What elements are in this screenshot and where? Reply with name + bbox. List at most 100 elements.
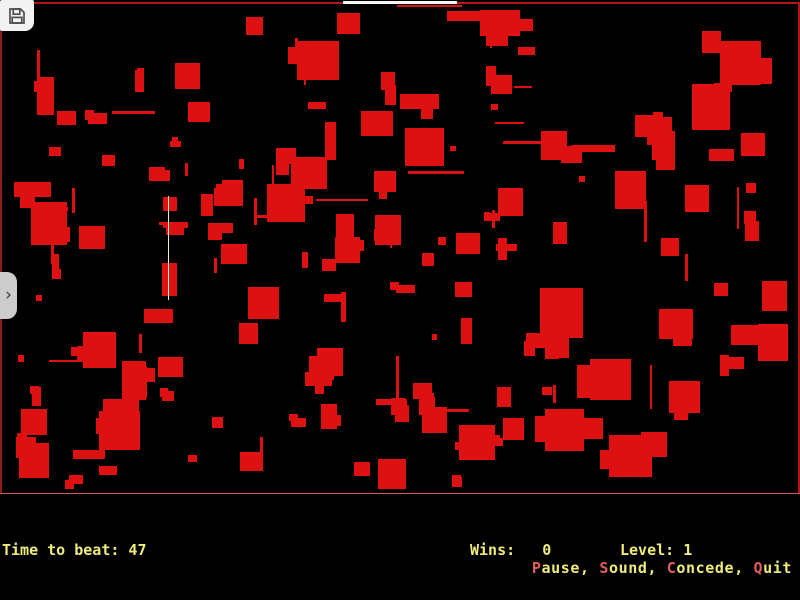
red-block bbox=[692, 84, 730, 130]
red-block bbox=[51, 224, 54, 264]
red-block bbox=[32, 387, 41, 406]
red-block bbox=[553, 222, 567, 244]
red-block bbox=[188, 102, 210, 122]
red-block bbox=[400, 94, 439, 109]
red-block bbox=[702, 31, 721, 53]
red-block bbox=[540, 288, 583, 338]
menu-label: ound bbox=[608, 559, 648, 577]
playfield-border-bottom bbox=[0, 493, 800, 494]
red-block bbox=[102, 155, 115, 166]
red-block bbox=[379, 187, 387, 199]
red-block bbox=[361, 111, 393, 136]
red-block bbox=[600, 450, 617, 469]
red-block bbox=[496, 244, 517, 251]
red-block bbox=[579, 176, 585, 182]
menu-item-pause[interactable]: Pause bbox=[532, 559, 580, 577]
menu-item-sound[interactable]: Sound bbox=[599, 559, 647, 577]
red-block bbox=[497, 387, 511, 407]
red-block bbox=[162, 263, 177, 296]
red-block bbox=[746, 58, 772, 84]
red-block bbox=[316, 199, 368, 201]
red-block bbox=[741, 133, 765, 156]
red-block bbox=[163, 222, 188, 228]
red-block bbox=[673, 335, 692, 346]
red-block bbox=[553, 385, 556, 403]
red-block bbox=[163, 197, 177, 211]
red-block bbox=[159, 222, 187, 225]
red-block bbox=[69, 475, 83, 484]
red-block bbox=[162, 391, 174, 401]
red-block bbox=[49, 147, 61, 156]
red-block bbox=[288, 47, 300, 64]
red-block bbox=[652, 131, 675, 160]
red-block bbox=[304, 69, 306, 85]
red-block bbox=[73, 450, 105, 459]
status-right-column: Level: 1 Score: 0 bbox=[620, 498, 692, 600]
red-block bbox=[322, 259, 336, 271]
red-block bbox=[71, 347, 82, 356]
save-button[interactable] bbox=[0, 0, 34, 31]
red-block bbox=[201, 194, 213, 216]
red-block bbox=[142, 368, 155, 382]
red-block bbox=[422, 253, 434, 266]
red-block bbox=[656, 154, 675, 170]
red-block bbox=[566, 316, 575, 323]
red-block bbox=[291, 418, 306, 427]
red-block bbox=[444, 409, 469, 412]
menu-item-concede[interactable]: Concede bbox=[667, 559, 734, 577]
red-block bbox=[135, 70, 141, 92]
sidebar-toggle[interactable]: › bbox=[0, 272, 17, 319]
red-block bbox=[745, 221, 759, 241]
chevron-right-icon: › bbox=[5, 285, 12, 305]
red-block bbox=[495, 122, 524, 124]
red-block bbox=[397, 5, 462, 7]
red-block bbox=[593, 391, 602, 400]
red-block bbox=[491, 104, 498, 110]
red-block bbox=[158, 357, 183, 377]
red-block bbox=[374, 171, 396, 192]
red-block bbox=[447, 11, 484, 21]
red-block bbox=[96, 418, 106, 434]
playfield[interactable] bbox=[0, 0, 800, 494]
red-block bbox=[571, 145, 615, 152]
menu-label: ause bbox=[541, 559, 581, 577]
red-block bbox=[450, 146, 456, 151]
red-block bbox=[36, 295, 42, 301]
red-block bbox=[302, 252, 308, 268]
red-block bbox=[395, 405, 409, 422]
red-block bbox=[426, 393, 434, 409]
red-block bbox=[53, 269, 61, 279]
red-block bbox=[155, 170, 170, 181]
menu-hotkey: P bbox=[531, 559, 542, 577]
menu-label: oncede bbox=[676, 559, 735, 577]
red-block bbox=[170, 141, 181, 147]
wins: Wins: 0 bbox=[470, 541, 552, 559]
red-block bbox=[341, 292, 346, 322]
red-block bbox=[272, 165, 274, 188]
red-block bbox=[246, 17, 263, 35]
red-block bbox=[57, 111, 76, 125]
status-bar: Time to beat: 47 Elapsed Time: 31 Player… bbox=[0, 494, 800, 600]
red-block bbox=[93, 336, 103, 346]
red-block bbox=[79, 226, 105, 249]
red-block bbox=[656, 117, 672, 135]
red-block bbox=[653, 112, 663, 121]
red-block bbox=[315, 372, 324, 394]
red-block bbox=[335, 237, 360, 263]
red-block bbox=[746, 183, 756, 193]
red-block bbox=[59, 227, 70, 242]
red-block bbox=[216, 184, 223, 190]
menu-label: uit bbox=[763, 559, 792, 577]
red-block bbox=[255, 215, 303, 218]
red-block bbox=[354, 462, 370, 476]
red-block bbox=[498, 188, 523, 216]
red-block bbox=[378, 459, 406, 489]
red-block bbox=[650, 365, 652, 409]
status-mid-column: Wins: 0 Losses: 0 Life: 10 bbox=[470, 498, 560, 600]
menu-item-quit[interactable]: Quit bbox=[753, 559, 792, 577]
red-block bbox=[289, 414, 298, 421]
red-block bbox=[557, 140, 565, 148]
red-block bbox=[432, 334, 437, 340]
playfield-border-white-segment bbox=[343, 1, 457, 4]
